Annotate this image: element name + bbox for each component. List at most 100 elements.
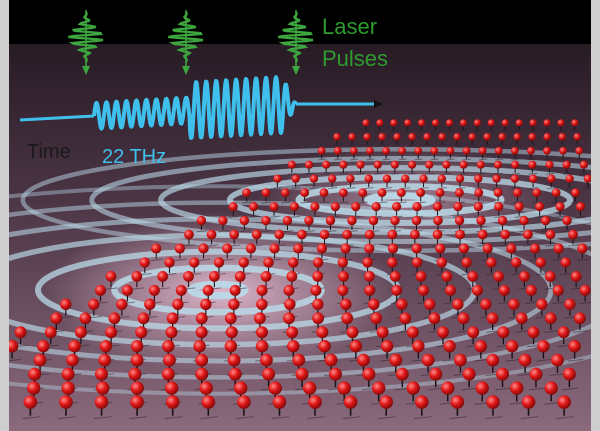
spin-icon bbox=[9, 339, 21, 362]
spin-icon bbox=[501, 119, 510, 132]
spin-ball bbox=[437, 174, 446, 183]
spin-shadow bbox=[339, 201, 349, 204]
spin-icon bbox=[322, 160, 331, 175]
spin-shadow bbox=[446, 158, 455, 161]
spin-shadow bbox=[378, 144, 387, 147]
spin-ball bbox=[157, 270, 169, 282]
spin-ball bbox=[292, 353, 306, 367]
spin-shadow bbox=[505, 358, 521, 362]
spin-ball bbox=[452, 298, 464, 311]
spin-shadow bbox=[423, 144, 432, 147]
spin-ball bbox=[424, 298, 436, 311]
time-arrow-icon bbox=[374, 100, 383, 108]
spin-icon bbox=[317, 146, 327, 161]
spin-icon bbox=[425, 160, 434, 175]
spin-ball bbox=[493, 160, 503, 169]
spin-ball bbox=[286, 326, 299, 339]
spin-icon bbox=[567, 339, 584, 362]
spin-ball bbox=[242, 188, 252, 198]
spin-shadow bbox=[413, 416, 432, 420]
spin-shadow bbox=[571, 201, 581, 204]
spin-ball bbox=[454, 215, 465, 226]
spin-ball bbox=[391, 284, 403, 296]
spin-ball bbox=[337, 257, 349, 268]
spin-shadow bbox=[328, 187, 338, 190]
spin-ball bbox=[406, 381, 420, 395]
spin-shadow bbox=[271, 416, 290, 420]
spin-ball bbox=[368, 215, 379, 226]
laser-label: Laser bbox=[322, 14, 378, 39]
spin-ball bbox=[175, 284, 187, 296]
spin-ball bbox=[291, 174, 300, 183]
spin-ball bbox=[135, 326, 148, 339]
spin-ball bbox=[389, 353, 403, 367]
laser-pulse-icon bbox=[68, 10, 104, 75]
spin-ball bbox=[545, 229, 556, 240]
spin-ball bbox=[414, 395, 429, 409]
spin-ball bbox=[346, 174, 355, 183]
spin-shadow bbox=[442, 172, 452, 175]
time-label: Time bbox=[27, 141, 71, 163]
spin-ball bbox=[284, 298, 296, 311]
spin-icon bbox=[468, 132, 477, 147]
spin-ball bbox=[457, 312, 470, 325]
spin-ball bbox=[430, 146, 439, 155]
spin-ball bbox=[497, 326, 510, 339]
top-band bbox=[9, 0, 591, 44]
spin-icon bbox=[405, 381, 423, 405]
spin-ball bbox=[441, 381, 455, 395]
spin-ball bbox=[445, 284, 457, 296]
spin-shadow bbox=[575, 158, 584, 161]
spin-ball bbox=[325, 215, 336, 226]
spin-ball bbox=[573, 132, 582, 141]
spin-ball bbox=[50, 312, 63, 325]
spin-icon bbox=[377, 188, 388, 204]
laser-pulse-icon bbox=[168, 10, 204, 75]
spin-shadow bbox=[579, 301, 591, 305]
spin-icon bbox=[44, 326, 60, 348]
spin-shadow bbox=[562, 387, 579, 391]
spin-shadow bbox=[364, 187, 374, 190]
spin-ball bbox=[116, 298, 128, 311]
spin-ball bbox=[473, 201, 483, 212]
spin-ball bbox=[544, 381, 558, 395]
spin-icon bbox=[509, 381, 527, 405]
spin-icon bbox=[573, 312, 588, 333]
spin-ball bbox=[130, 353, 144, 367]
spin-shadow bbox=[485, 416, 503, 420]
spin-shadow bbox=[377, 201, 388, 204]
spin-ball bbox=[528, 174, 538, 183]
spin-ball bbox=[551, 188, 561, 198]
spin-ball bbox=[493, 188, 503, 198]
spin-icon bbox=[294, 367, 312, 391]
spin-ball bbox=[195, 312, 208, 325]
spin-ball bbox=[519, 215, 529, 226]
spin-ball bbox=[387, 257, 398, 268]
spin-ball bbox=[341, 312, 354, 325]
spin-icon bbox=[442, 160, 452, 175]
spin-icon bbox=[78, 312, 94, 333]
spin-shadow bbox=[494, 172, 503, 175]
spin-icon bbox=[556, 395, 574, 420]
spin-shadow bbox=[376, 129, 384, 132]
spin-ball bbox=[224, 339, 238, 353]
spin-ball bbox=[544, 270, 556, 282]
spin-ball bbox=[442, 160, 451, 169]
spin-ball bbox=[506, 243, 517, 254]
spin-icon bbox=[347, 215, 358, 233]
wave-ring bbox=[187, 280, 249, 300]
spin-shadow bbox=[305, 172, 314, 175]
spin-ball bbox=[163, 353, 176, 367]
spin-shadow bbox=[408, 144, 417, 147]
spin-ball bbox=[577, 243, 588, 254]
spin-icon bbox=[366, 146, 375, 161]
spin-shadow bbox=[242, 201, 252, 204]
spin-ball bbox=[357, 353, 370, 367]
spin-ball bbox=[362, 257, 373, 268]
spin-ball bbox=[547, 174, 556, 183]
wave-ring bbox=[9, 184, 591, 396]
spin-ball bbox=[455, 229, 465, 240]
spin-shadow bbox=[342, 416, 361, 420]
spin-icon bbox=[404, 119, 412, 132]
spin-ball bbox=[269, 201, 279, 212]
